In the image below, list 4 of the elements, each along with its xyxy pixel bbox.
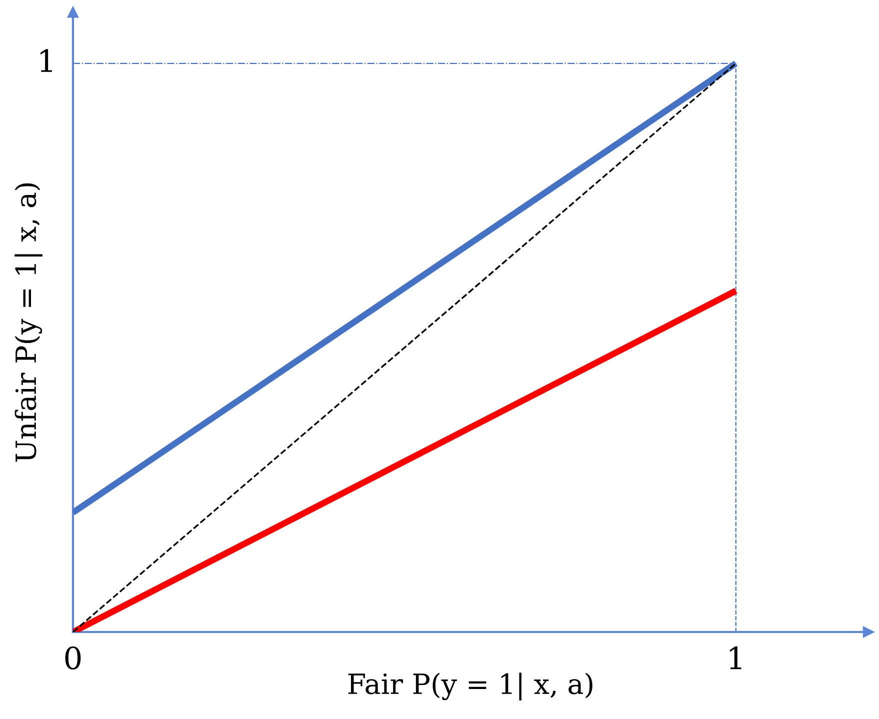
x-axis-title: Fair P(y = 1| x, a) [348, 672, 592, 700]
y-axis-title: Unfair P(y = 1| x, a) [14, 183, 42, 462]
x-tick-label: 0 [65, 646, 81, 670]
text: 1 [40, 49, 52, 72]
